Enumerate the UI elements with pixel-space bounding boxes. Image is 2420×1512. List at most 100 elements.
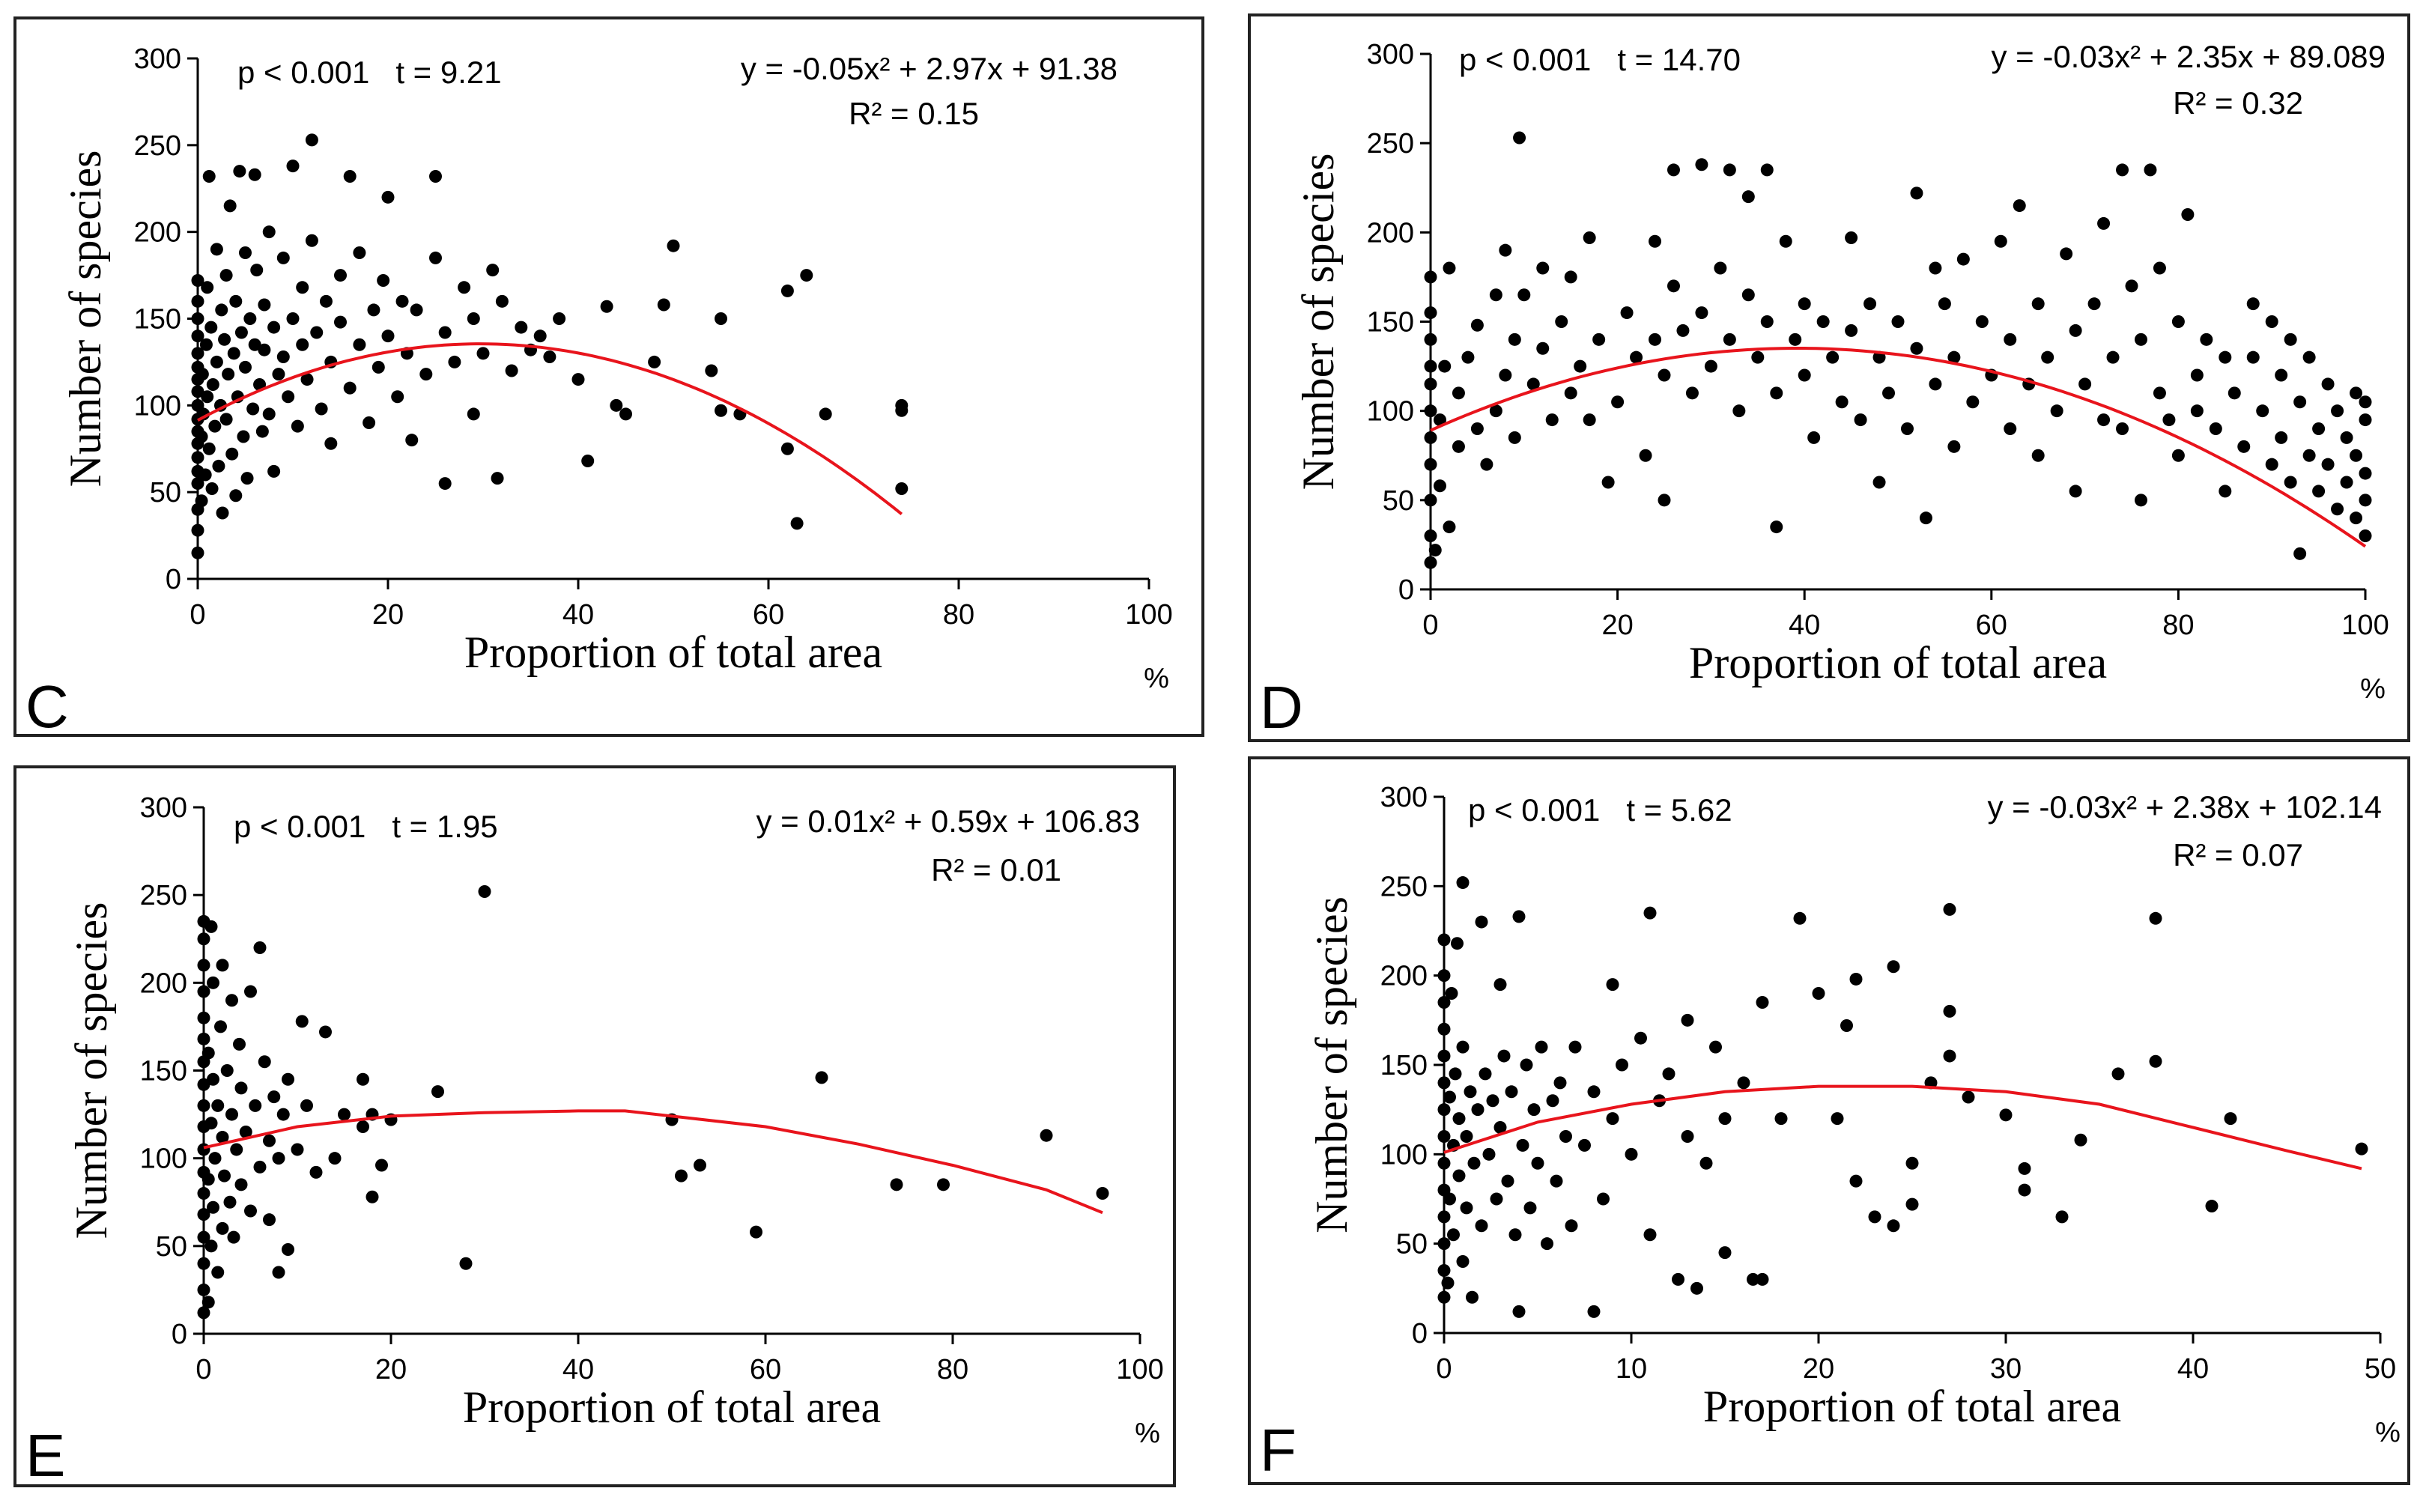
r2-text: R² = 0.07 (2173, 837, 2303, 872)
data-point (197, 1208, 210, 1221)
data-point (2265, 458, 2278, 471)
x-tick-label: 20 (1803, 1353, 1834, 1385)
data-point (2190, 368, 2204, 382)
data-point (1905, 1197, 1919, 1211)
data-point (1994, 234, 2007, 248)
data-point (1497, 1049, 1511, 1063)
data-point (1437, 969, 1451, 983)
data-point (1685, 386, 1699, 400)
stat-text: p < 0.001 t = 5.62 (1468, 792, 1732, 828)
data-point (319, 1025, 332, 1039)
y-tick-label: 200 (140, 968, 187, 999)
data-point (1541, 1237, 1553, 1251)
data-point (343, 170, 357, 183)
data-point (1905, 1156, 1919, 1170)
data-point (225, 1108, 238, 1121)
data-point (1587, 1305, 1601, 1318)
x-axis-unit: % (2360, 673, 2386, 705)
data-point (210, 243, 223, 256)
data-point (1910, 341, 1923, 355)
data-point (204, 321, 218, 334)
x-axis-unit: % (1144, 663, 1169, 694)
data-point (239, 246, 252, 259)
data-point (220, 1064, 234, 1077)
data-point (1616, 1058, 1628, 1072)
data-point (694, 1159, 706, 1172)
data-point (2275, 368, 2288, 382)
data-point (207, 1072, 219, 1086)
data-point (276, 350, 290, 363)
data-point (1505, 1085, 1518, 1099)
y-tick-label: 250 (140, 880, 187, 911)
data-point (225, 447, 239, 461)
data-point (1526, 377, 1540, 391)
data-point (2219, 350, 2232, 364)
data-point (353, 338, 366, 351)
data-point (272, 368, 285, 381)
data-point (197, 985, 210, 998)
data-point (1452, 440, 1465, 453)
panel-label: E (25, 1422, 65, 1489)
data-point (2069, 324, 2082, 337)
data-point (2116, 163, 2129, 177)
data-point (207, 976, 219, 989)
data-point (198, 468, 212, 482)
data-point (1667, 279, 1680, 293)
data-point (1863, 297, 1877, 311)
data-point (1520, 1058, 1533, 1072)
data-point (478, 884, 491, 898)
data-point (197, 1257, 210, 1270)
x-tick-label: 20 (375, 1354, 407, 1385)
data-point (1508, 431, 1521, 444)
data-point (1643, 1228, 1657, 1242)
data-point (1564, 386, 1577, 400)
data-point (1676, 324, 1690, 337)
data-point (1424, 306, 1437, 320)
data-point (1747, 1272, 1759, 1286)
data-point (1667, 163, 1680, 177)
data-point (1456, 1040, 1470, 1054)
data-point (1493, 978, 1507, 992)
data-point (258, 298, 271, 312)
data-point (1695, 306, 1708, 320)
data-point (1849, 1174, 1863, 1188)
data-point (201, 1046, 215, 1060)
data-point (282, 1243, 294, 1257)
r2-text: R² = 0.01 (931, 852, 1061, 887)
data-point (1774, 1112, 1788, 1126)
data-point (1919, 511, 1932, 525)
y-tick-label: 100 (134, 390, 181, 422)
data-point (2018, 1162, 2031, 1175)
data-point (1681, 1129, 1694, 1143)
data-point (1479, 1067, 1492, 1081)
data-point (2219, 485, 2232, 498)
panel-E: 0 50 100 150 200 250 300 0 20 40 60 80 100 Proportion… (13, 765, 1176, 1489)
data-point (1441, 1276, 1455, 1290)
y-tick-label: 250 (134, 130, 181, 162)
data-point (319, 294, 333, 308)
x-axis-title: Proportion of total area (1703, 1382, 2121, 1431)
data-point (210, 355, 223, 368)
chart-F: 0 50 100 150 200 250 300 0 10 20 30 40 50 Proportion … (1260, 782, 2401, 1484)
x-tick-label: 60 (753, 599, 784, 631)
data-point (205, 482, 219, 496)
data-point (1456, 1255, 1470, 1269)
y-axis-title: Number of species (1307, 896, 1356, 1233)
data-point (248, 168, 261, 181)
data-point (2350, 386, 2363, 400)
data-point (715, 404, 727, 417)
data-point (1461, 350, 1475, 364)
data-point (324, 437, 338, 450)
data-point (2153, 386, 2166, 400)
data-point (2031, 449, 2045, 462)
fit-curve (1430, 347, 2367, 548)
x-tick-label: 50 (2365, 1353, 2396, 1385)
fit-curve (197, 342, 903, 515)
data-point (1466, 1290, 1479, 1304)
data-point (197, 1283, 210, 1296)
data-point (1445, 987, 1458, 1001)
data-point (1516, 1138, 1529, 1152)
data-point (296, 281, 309, 294)
data-point (410, 303, 423, 317)
data-point (2111, 1067, 2125, 1081)
